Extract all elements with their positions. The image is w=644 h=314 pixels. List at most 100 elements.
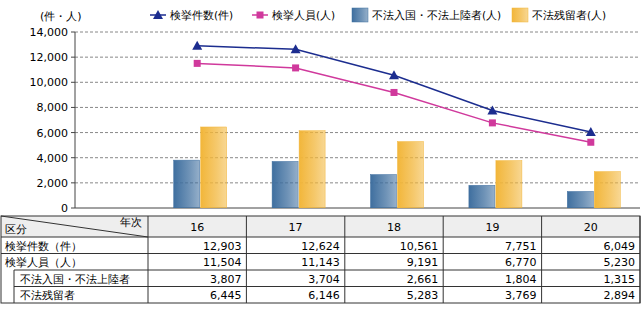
value-label: 2,661 [407, 273, 439, 286]
marker [292, 64, 299, 71]
bar [469, 185, 495, 208]
legend-label: 不法残留者(人) [532, 9, 606, 21]
x-axis [75, 208, 640, 209]
category-label: 17 [289, 221, 303, 234]
row-label: 検挙件数（件） [5, 240, 82, 252]
value-label: 5,230 [604, 256, 636, 269]
value-label: 1,315 [604, 273, 636, 286]
bar [174, 160, 200, 208]
tick-label: 14,000 [30, 26, 69, 39]
table-col-line [246, 216, 247, 303]
bar [496, 161, 522, 208]
grid-line [75, 157, 640, 158]
value-label: 12,624 [301, 240, 340, 253]
value-label: 12,903 [203, 240, 242, 253]
tick [71, 208, 75, 209]
value-label: 6,445 [210, 289, 242, 302]
row-label: 不法残留者 [20, 289, 75, 301]
table-indent-line [14, 270, 15, 303]
bar [299, 131, 325, 208]
y-label: (件・人) [40, 10, 82, 23]
category-label: 20 [584, 221, 598, 234]
grid-line [75, 57, 640, 58]
bar [567, 191, 593, 208]
bar [398, 142, 424, 208]
table-row-line [1, 237, 640, 238]
legend-label: 不法入国・不法上陸者(人) [372, 9, 501, 21]
marker [291, 44, 301, 53]
chart: (件・人) 0 2,000 4,000 6,000 8,000 10,000 12,000 14… [0, 0, 644, 314]
grid-line [75, 182, 640, 183]
marker [586, 127, 596, 136]
tick-label: 0 [61, 202, 68, 215]
table-col-line [148, 216, 149, 303]
table-header-bg [1, 216, 640, 237]
tick-label: 12,000 [30, 51, 69, 64]
value-label: 6,770 [505, 256, 537, 269]
category-label: 16 [190, 221, 204, 234]
line [197, 46, 591, 132]
tick-label: 6,000 [37, 127, 69, 140]
marker [194, 60, 201, 67]
value-label: 3,704 [308, 273, 340, 286]
category-label: 19 [485, 221, 499, 234]
tick-label: 10,000 [30, 76, 69, 89]
grid-line [75, 107, 640, 108]
value-label: 2,894 [604, 289, 636, 302]
marker [391, 89, 398, 96]
table-col-line [443, 216, 444, 303]
tick [71, 82, 75, 83]
table-frame [1, 216, 640, 303]
row-label: 検挙人員（人） [5, 256, 82, 268]
legend-label: 検挙人員(人) [272, 9, 335, 21]
category-label: 18 [387, 221, 401, 234]
legend-symbol [512, 8, 528, 22]
table-corner: 年次 [120, 216, 142, 228]
bar [272, 161, 298, 208]
table-col-line [541, 216, 542, 303]
value-label: 11,143 [301, 256, 340, 269]
tick [71, 57, 75, 58]
bar [371, 175, 397, 208]
grid-line [75, 132, 640, 133]
value-label: 6,146 [308, 289, 340, 302]
tick-label: 2,000 [37, 177, 69, 190]
legend-label: 検挙件数(件) [170, 9, 233, 21]
value-label: 10,561 [400, 240, 439, 253]
marker [587, 139, 594, 146]
table-row-line [1, 253, 640, 254]
table-row-line [14, 286, 640, 287]
line [197, 63, 591, 142]
value-label: 7,751 [505, 240, 537, 253]
value-label: 3,807 [210, 273, 242, 286]
value-label: 3,769 [505, 289, 537, 302]
value-label: 5,283 [407, 289, 439, 302]
legend-symbol [352, 8, 368, 22]
bar [201, 127, 227, 208]
marker [192, 41, 202, 50]
tick [71, 107, 75, 108]
value-label: 6,049 [604, 240, 636, 253]
plot [174, 41, 621, 208]
marker [389, 70, 399, 79]
tick-label: 4,000 [37, 152, 69, 165]
marker [153, 10, 163, 19]
table-diagonal [1, 216, 148, 237]
marker [257, 12, 264, 19]
row-label: 不法入国・不法上陸者 [20, 273, 130, 285]
value-label: 9,191 [407, 256, 439, 269]
value-label: 11,504 [203, 256, 242, 269]
table-col-line [344, 216, 345, 303]
tick [71, 182, 75, 183]
tick [71, 157, 75, 158]
y-axis [75, 32, 76, 208]
tick [71, 132, 75, 133]
tick-label: 8,000 [37, 101, 69, 114]
marker [489, 119, 496, 126]
table-corner: 区分 [5, 223, 27, 235]
table-col-line [640, 216, 641, 303]
marker [487, 106, 497, 115]
table-row-line [14, 270, 640, 271]
bar [594, 172, 620, 208]
grid-line [75, 32, 640, 33]
